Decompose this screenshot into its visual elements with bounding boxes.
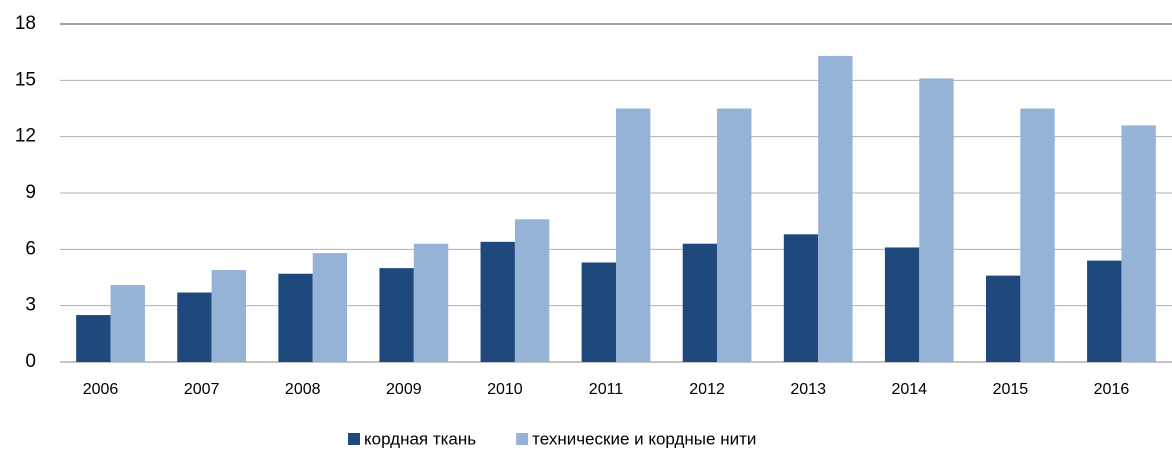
x-tick-label: 2009 (386, 381, 422, 398)
bar (278, 273, 313, 362)
bar (818, 55, 853, 363)
x-tick-label: 2016 (1094, 381, 1130, 398)
bar (1020, 108, 1055, 362)
legend-swatch (348, 433, 360, 445)
bar (514, 219, 550, 362)
bar (379, 268, 414, 362)
bar (919, 78, 954, 362)
bar (884, 247, 920, 362)
y-tick-label: 9 (25, 182, 36, 203)
x-tick-label: 2012 (689, 381, 725, 398)
x-tick-label: 2014 (891, 381, 927, 398)
x-tick-label: 2013 (790, 381, 826, 398)
bar (110, 285, 145, 362)
y-tick-label: 15 (15, 69, 36, 90)
x-tick-label: 2007 (184, 381, 220, 398)
legend-label: технические и кордные нити (532, 429, 756, 448)
bar (413, 243, 449, 362)
bar (717, 108, 752, 362)
x-tick-label: 2011 (589, 381, 624, 398)
y-tick-label: 18 (15, 13, 36, 34)
bar (211, 269, 247, 362)
bar (480, 241, 515, 362)
bar (616, 108, 651, 362)
y-tick-label: 6 (25, 238, 36, 259)
y-tick-label: 3 (25, 295, 36, 316)
x-tick-label: 2008 (285, 381, 321, 398)
legend-swatch (516, 433, 529, 445)
bar (312, 253, 348, 362)
legend-label: кордная ткань (364, 429, 476, 448)
bar (682, 243, 718, 362)
bar (76, 315, 111, 362)
y-tick-label: 12 (15, 126, 36, 147)
bar (177, 292, 212, 362)
x-tick-label: 2010 (487, 381, 523, 398)
y-tick-label: 0 (25, 351, 36, 372)
bar (1087, 260, 1122, 362)
x-tick-label: 2015 (993, 381, 1029, 398)
bar (985, 275, 1021, 362)
x-tick-label: 2006 (83, 381, 119, 398)
bar (581, 262, 616, 362)
bar (1121, 125, 1156, 363)
bar (783, 234, 819, 362)
